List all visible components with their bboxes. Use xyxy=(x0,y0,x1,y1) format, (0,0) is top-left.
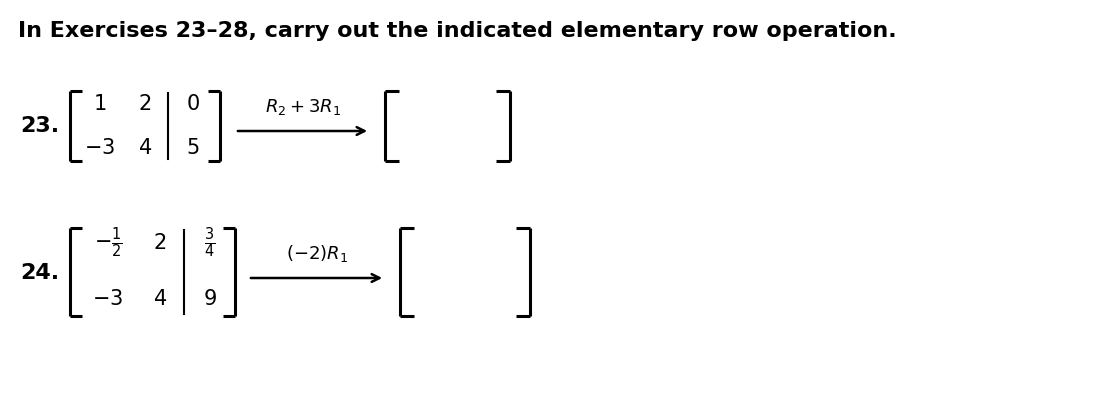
Text: $4$: $4$ xyxy=(153,289,167,309)
Text: $2$: $2$ xyxy=(153,233,167,253)
Text: $-3$: $-3$ xyxy=(92,289,123,309)
Text: 24.: 24. xyxy=(20,263,59,283)
Text: $-3$: $-3$ xyxy=(85,138,116,158)
Text: $\frac{3}{4}$: $\frac{3}{4}$ xyxy=(205,226,216,260)
Text: $5$: $5$ xyxy=(187,138,200,158)
Text: $R_2 + 3R_1$: $R_2 + 3R_1$ xyxy=(265,97,340,117)
Text: In Exercises 23–28, carry out the indicated elementary row operation.: In Exercises 23–28, carry out the indica… xyxy=(18,21,896,41)
Text: $9$: $9$ xyxy=(203,289,217,309)
Text: $-\frac{1}{2}$: $-\frac{1}{2}$ xyxy=(93,226,122,260)
Text: $4$: $4$ xyxy=(138,138,152,158)
Text: 23.: 23. xyxy=(20,116,59,136)
Text: $0$: $0$ xyxy=(186,94,200,114)
Text: $(-2)R_1$: $(-2)R_1$ xyxy=(286,243,347,264)
Text: $1$: $1$ xyxy=(93,94,107,114)
Text: $2$: $2$ xyxy=(138,94,151,114)
